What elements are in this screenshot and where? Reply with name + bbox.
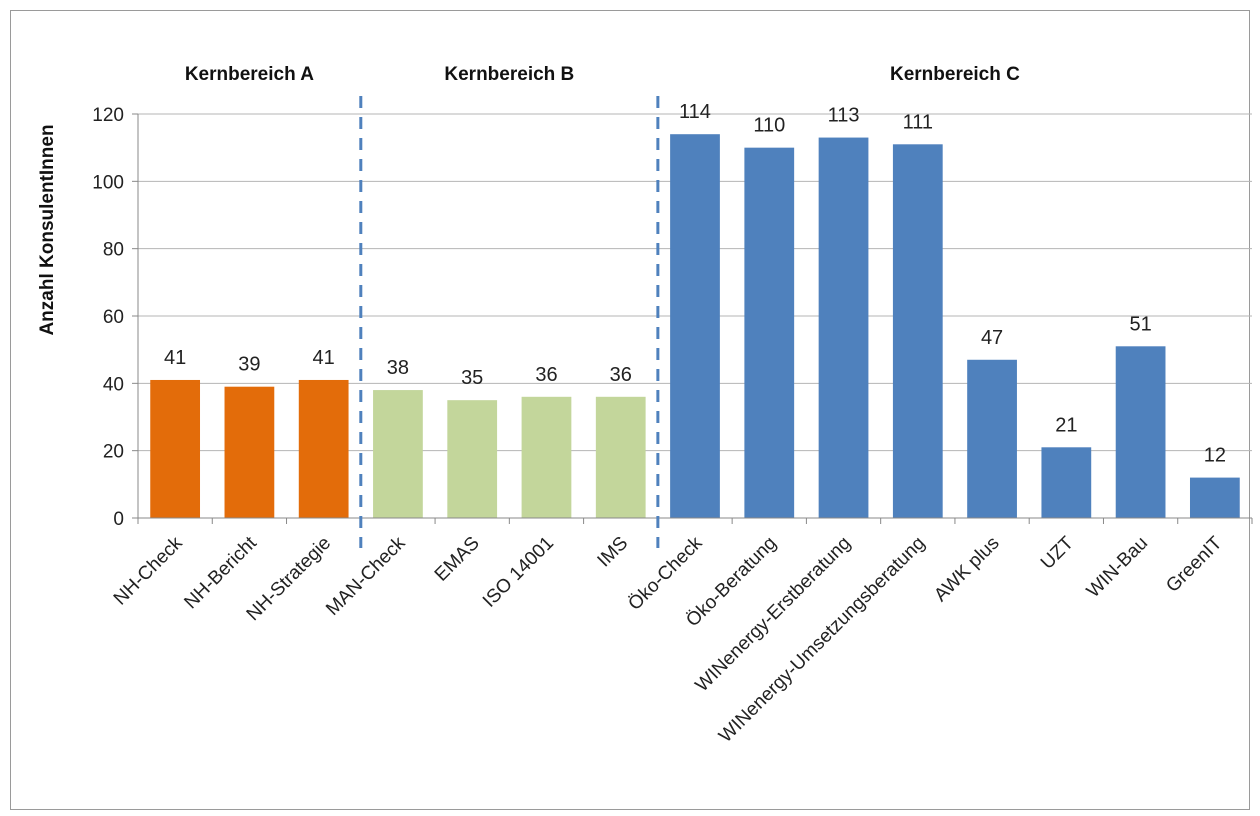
bar xyxy=(150,379,201,518)
y-tick-label: 100 xyxy=(92,172,124,193)
data-label: 35 xyxy=(461,367,483,389)
data-label: 21 xyxy=(1055,414,1077,436)
y-tick-label: 120 xyxy=(92,105,124,126)
x-tick-label: NH-Check xyxy=(110,532,187,609)
axes xyxy=(132,96,1253,548)
y-tick-label: 40 xyxy=(103,374,124,395)
data-label: 51 xyxy=(1129,313,1151,335)
bar xyxy=(447,400,498,518)
x-tick-label: WINenergy-Erstberatung xyxy=(692,533,855,696)
bar xyxy=(224,386,275,518)
data-label: 36 xyxy=(610,364,632,386)
bar xyxy=(521,396,572,518)
bar xyxy=(892,144,943,519)
bars xyxy=(150,134,1240,519)
x-tick-label: AWK plus xyxy=(930,533,1003,606)
data-label: 41 xyxy=(164,347,186,369)
bar xyxy=(818,137,869,519)
bar xyxy=(670,134,720,518)
data-label: 38 xyxy=(387,357,409,379)
data-label: 110 xyxy=(753,115,785,137)
x-tick-label: IMS xyxy=(594,533,633,572)
y-tick-label: 0 xyxy=(113,509,124,530)
bar xyxy=(1041,447,1092,518)
x-tick-label: NH-Bericht xyxy=(180,532,261,613)
x-tick-label: EMAS xyxy=(431,533,484,586)
x-tick-label: Öko-Check xyxy=(624,532,706,614)
data-label: 12 xyxy=(1204,445,1226,467)
x-tick-label: MAN-Check xyxy=(322,532,410,620)
bar xyxy=(744,147,795,518)
y-axis-label: Anzahl KonsulentInnen xyxy=(37,124,58,335)
bar xyxy=(967,359,1017,518)
group-title: Kernbereich B xyxy=(444,64,574,85)
group-title: Kernbereich A xyxy=(185,64,314,85)
y-tick-label: 80 xyxy=(103,240,124,261)
bar xyxy=(1115,346,1166,518)
data-label: 114 xyxy=(679,101,711,123)
bar xyxy=(298,379,349,518)
data-label: 36 xyxy=(535,364,557,386)
y-tick-label: 20 xyxy=(103,442,124,463)
x-tick-label: ISO 14001 xyxy=(479,533,558,612)
data-label: 113 xyxy=(828,105,860,127)
data-label: 41 xyxy=(313,347,335,369)
data-label: 39 xyxy=(238,354,260,376)
group-title: Kernbereich C xyxy=(890,64,1020,85)
x-tick-label: WIN-Bau xyxy=(1083,533,1152,602)
x-tick-label: GreenIT xyxy=(1162,532,1226,596)
bar xyxy=(1189,477,1240,518)
x-tick-label: UZT xyxy=(1037,532,1078,573)
data-label: 111 xyxy=(903,111,933,133)
data-label: 47 xyxy=(981,327,1003,349)
bar xyxy=(373,390,423,518)
bar xyxy=(595,396,646,518)
y-tick-label: 60 xyxy=(103,307,124,328)
